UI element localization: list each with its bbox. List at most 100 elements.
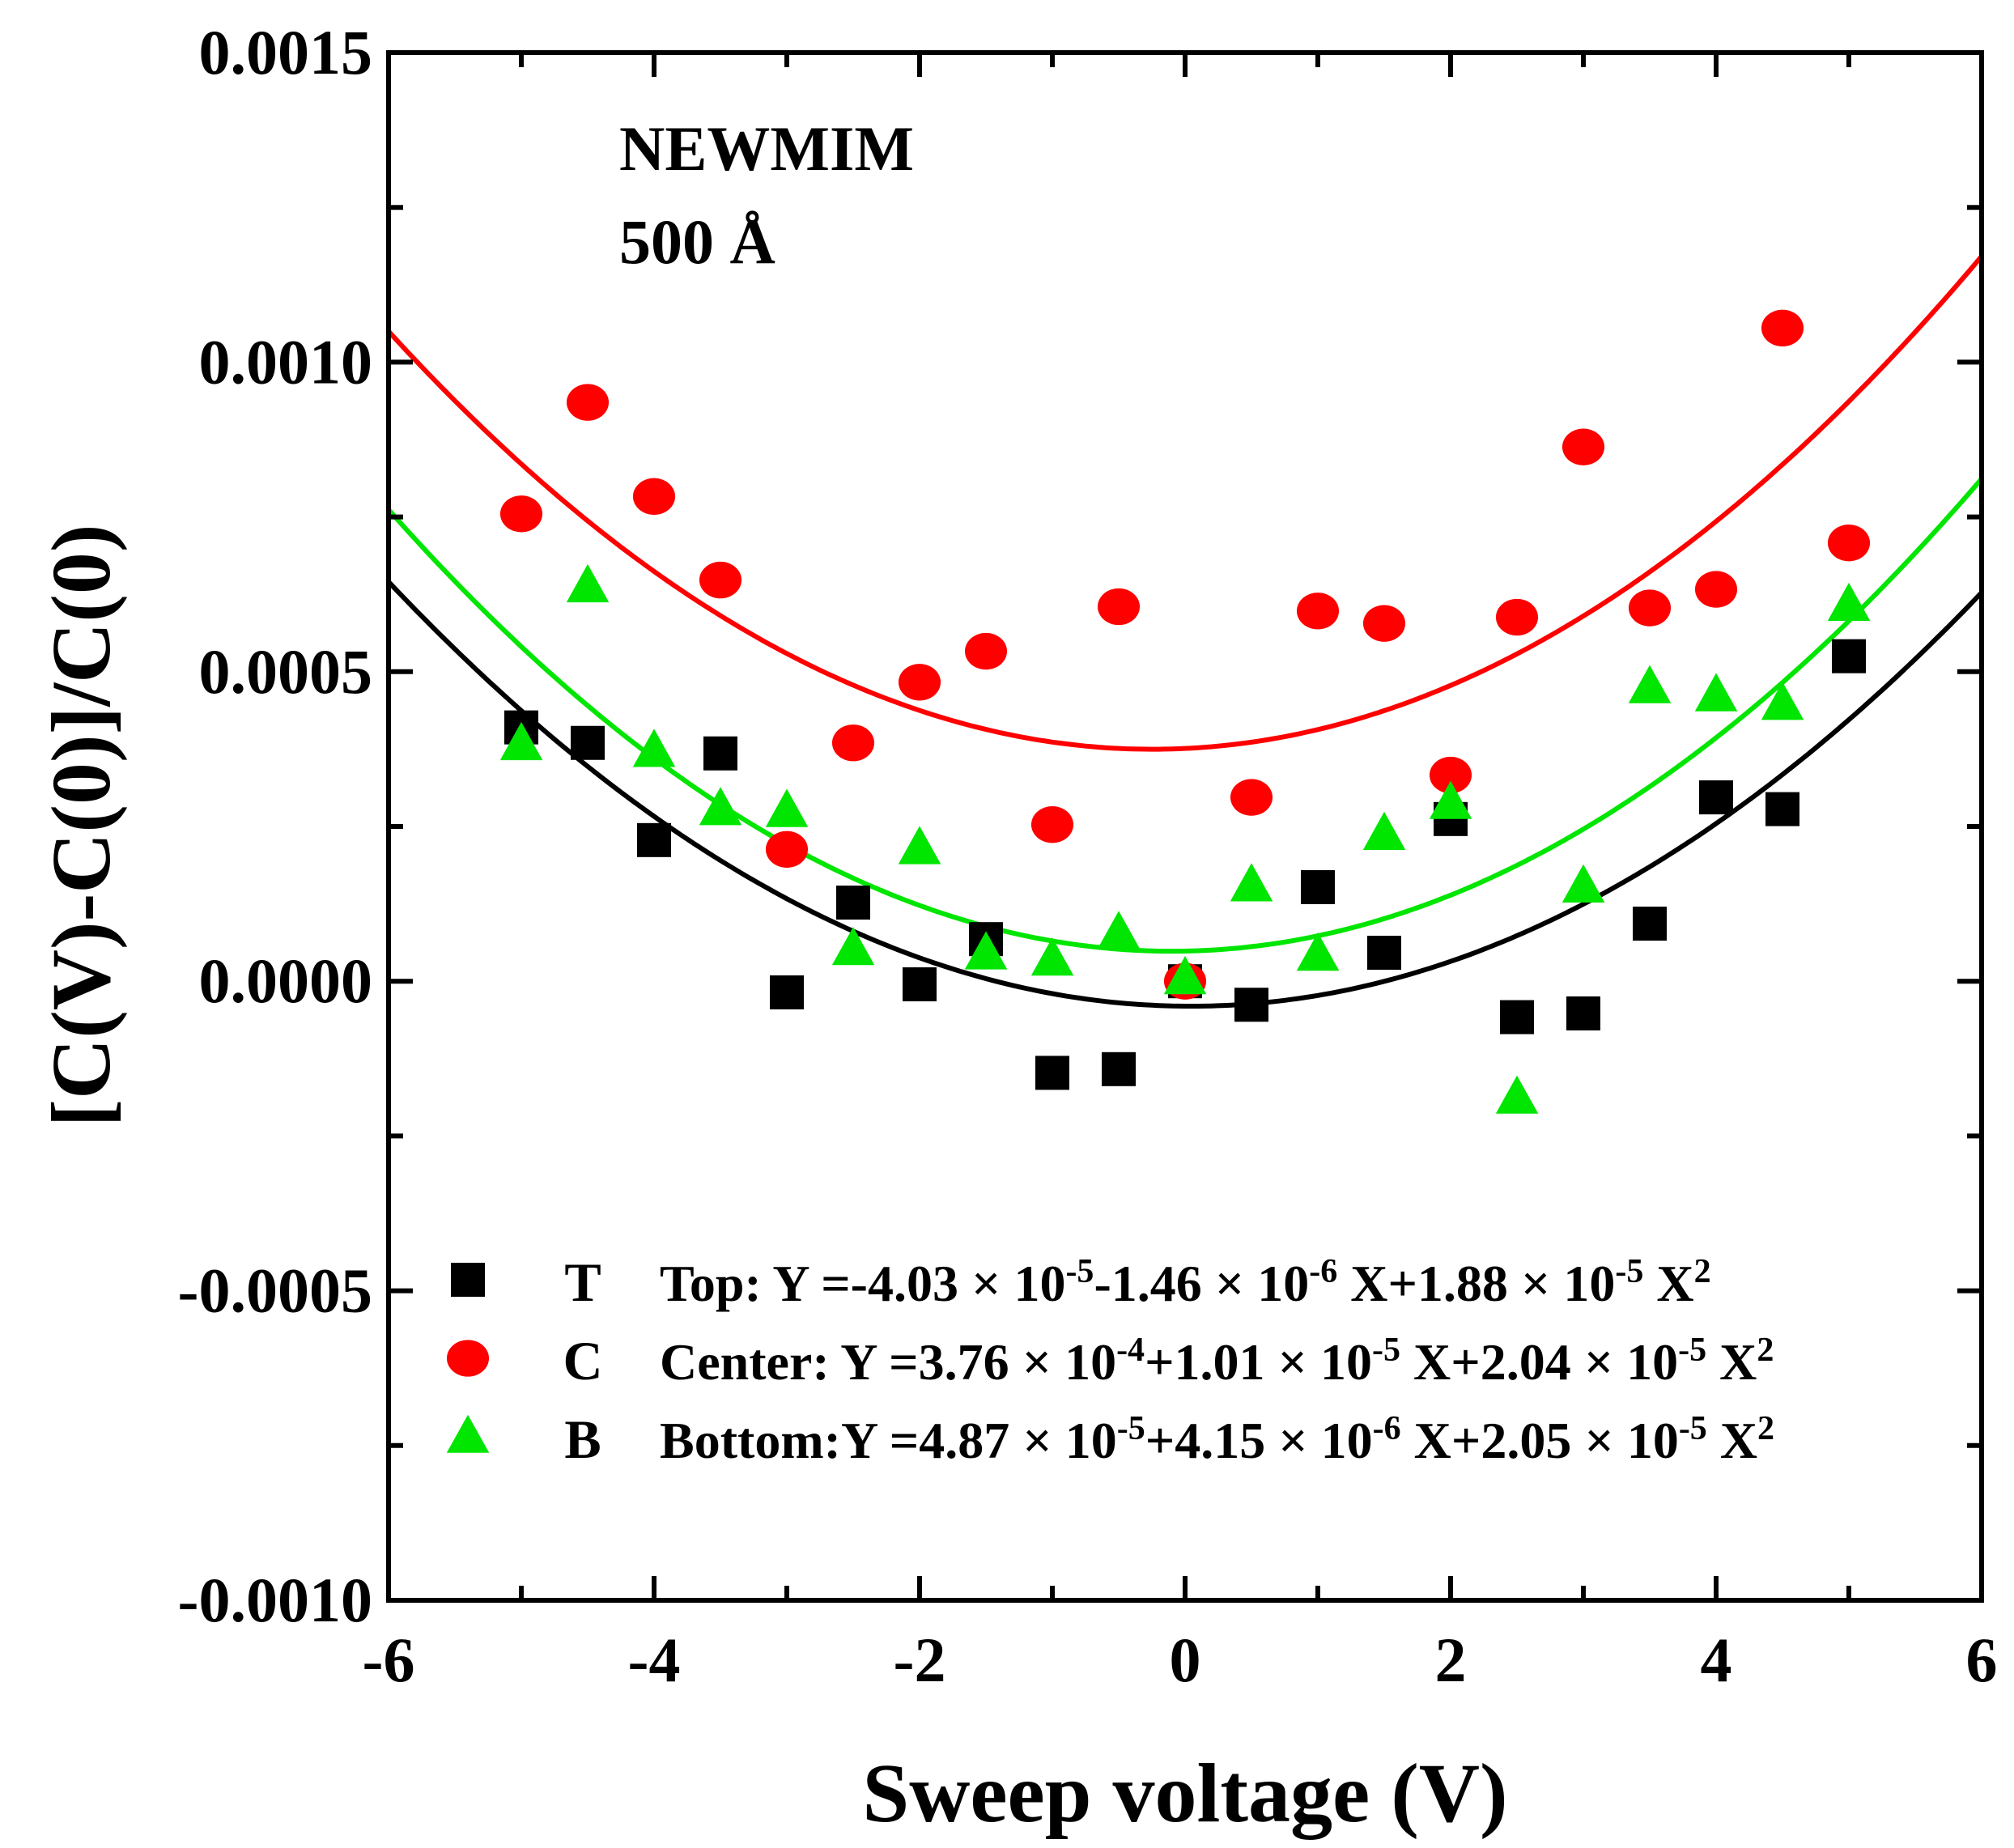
point-T (1367, 936, 1401, 971)
point-C (1694, 571, 1738, 608)
annotation-device: NEWMIM (619, 113, 914, 184)
point-B (831, 927, 875, 966)
point-C (1230, 779, 1273, 816)
point-B (632, 729, 676, 767)
y-tick-label: 0.0000 (199, 945, 373, 1016)
point-C (1495, 598, 1539, 636)
point-C (566, 384, 610, 421)
point-B (1163, 956, 1207, 995)
equation-text: Center: Y =3.76 × 10 (660, 1333, 1116, 1391)
x-tick-label: 2 (1435, 1625, 1467, 1695)
equation-exponent: 2 (1757, 1410, 1774, 1447)
fit-curves (386, 254, 1984, 1009)
point-C (1097, 588, 1141, 626)
equation-exponent: -5 (1615, 1253, 1643, 1290)
point-B (964, 931, 1008, 970)
point-C (964, 632, 1008, 670)
legend-marker-T (451, 1263, 485, 1297)
point-C (831, 724, 875, 762)
legend-marker-C (446, 1340, 490, 1377)
point-B (1230, 863, 1273, 902)
point-C (1030, 806, 1074, 843)
point-C (1429, 756, 1472, 794)
data-points (499, 309, 1871, 1114)
x-tick-label: 0 (1170, 1625, 1201, 1695)
y-tick-label: -0.0010 (178, 1565, 372, 1635)
x-tick-label: -6 (363, 1625, 415, 1695)
equation-exponent: 2 (1757, 1332, 1774, 1369)
point-T (1301, 869, 1335, 904)
equation-exponent: 2 (1694, 1253, 1711, 1290)
tick-labels: -6 -4 -2 0 2 4 6 -0.0010 -0.0005 0.0000 0.0005 0.00… (178, 17, 1998, 1695)
x-axis-title: Sweep voltage (V) (862, 1747, 1507, 1840)
x-tick-label: 6 (1966, 1625, 1998, 1695)
point-C (1296, 593, 1340, 630)
point-T (836, 886, 870, 920)
point-C (898, 664, 941, 701)
point-B (1429, 780, 1472, 819)
legend: T Top: Y =-4.03 × 10-5-1.46 × 10-6 X+1.88… (446, 1251, 1774, 1470)
point-C (632, 478, 676, 516)
y-tick-label: 0.0005 (199, 636, 373, 707)
equation-exponent: -6 (1373, 1410, 1401, 1447)
y-tick-label: 0.0010 (199, 326, 373, 397)
point-T (1633, 907, 1667, 941)
equation-text: X (1643, 1255, 1693, 1312)
x-tick-label: -4 (628, 1625, 681, 1695)
point-T (1832, 639, 1866, 673)
point-T (1102, 1051, 1136, 1086)
axis-ticks (386, 50, 1984, 1603)
point-C (1628, 589, 1672, 627)
legend-key-T: T (564, 1251, 601, 1313)
equation-text: X+1.88 × 10 (1337, 1255, 1615, 1312)
y-tick-label: 0.0015 (199, 17, 373, 87)
equation-text: Top: Y =-4.03 × 10 (660, 1255, 1065, 1312)
x-tick-label: -2 (894, 1625, 946, 1695)
point-T (1699, 780, 1733, 815)
legend-equation-C: Center: Y =3.76 × 10-4+1.01 × 10-5 X+2.0… (660, 1332, 1774, 1391)
point-C (1561, 428, 1605, 465)
point-T (1500, 1000, 1534, 1034)
equation-text: +4.15 × 10 (1145, 1412, 1373, 1469)
point-T (1566, 996, 1600, 1030)
equation-exponent: -6 (1309, 1253, 1337, 1290)
point-C (765, 831, 809, 868)
point-B (765, 788, 809, 827)
point-B (1495, 1075, 1539, 1114)
point-T (703, 736, 737, 771)
point-B (898, 826, 941, 865)
equation-exponent: -5 (1065, 1253, 1094, 1290)
equation-exponent: -5 (1678, 1332, 1706, 1369)
point-T (903, 967, 937, 1002)
equation-text: -1.46 × 10 (1094, 1255, 1309, 1312)
point-T (1234, 988, 1268, 1022)
point-C (1362, 605, 1406, 642)
point-T (1765, 792, 1799, 826)
point-B (1827, 582, 1871, 621)
point-B (1761, 682, 1804, 720)
equation-exponent: -5 (1372, 1332, 1400, 1369)
equation-text: +1.01 × 10 (1145, 1333, 1372, 1391)
equation-exponent: -4 (1116, 1332, 1145, 1369)
point-B (1362, 811, 1406, 850)
equation-text: X (1707, 1412, 1757, 1469)
point-T (571, 725, 605, 760)
annotation-thickness: 500 Å (619, 206, 775, 277)
point-T (770, 975, 804, 1009)
point-C (499, 495, 543, 533)
x-tick-label: 4 (1701, 1625, 1732, 1695)
point-B (1694, 673, 1738, 712)
equation-text: X+2.05 × 10 (1401, 1412, 1679, 1469)
point-C (1827, 525, 1871, 562)
fit-curve-T (386, 580, 1984, 1009)
y-tick-label: -0.0005 (178, 1255, 372, 1326)
fit-curve-C (386, 254, 1984, 752)
equation-text: Bottom:Y =4.87 × 10 (660, 1412, 1117, 1469)
equation-text: X+2.04 × 10 (1400, 1333, 1678, 1391)
point-B (1296, 932, 1340, 971)
point-T (1035, 1056, 1069, 1090)
legend-equation-T: Top: Y =-4.03 × 10-5-1.46 × 10-6 X+1.88 … (660, 1253, 1711, 1312)
legend-key-C: C (563, 1330, 602, 1391)
point-B (1628, 665, 1672, 703)
equation-exponent: -5 (1679, 1410, 1707, 1447)
